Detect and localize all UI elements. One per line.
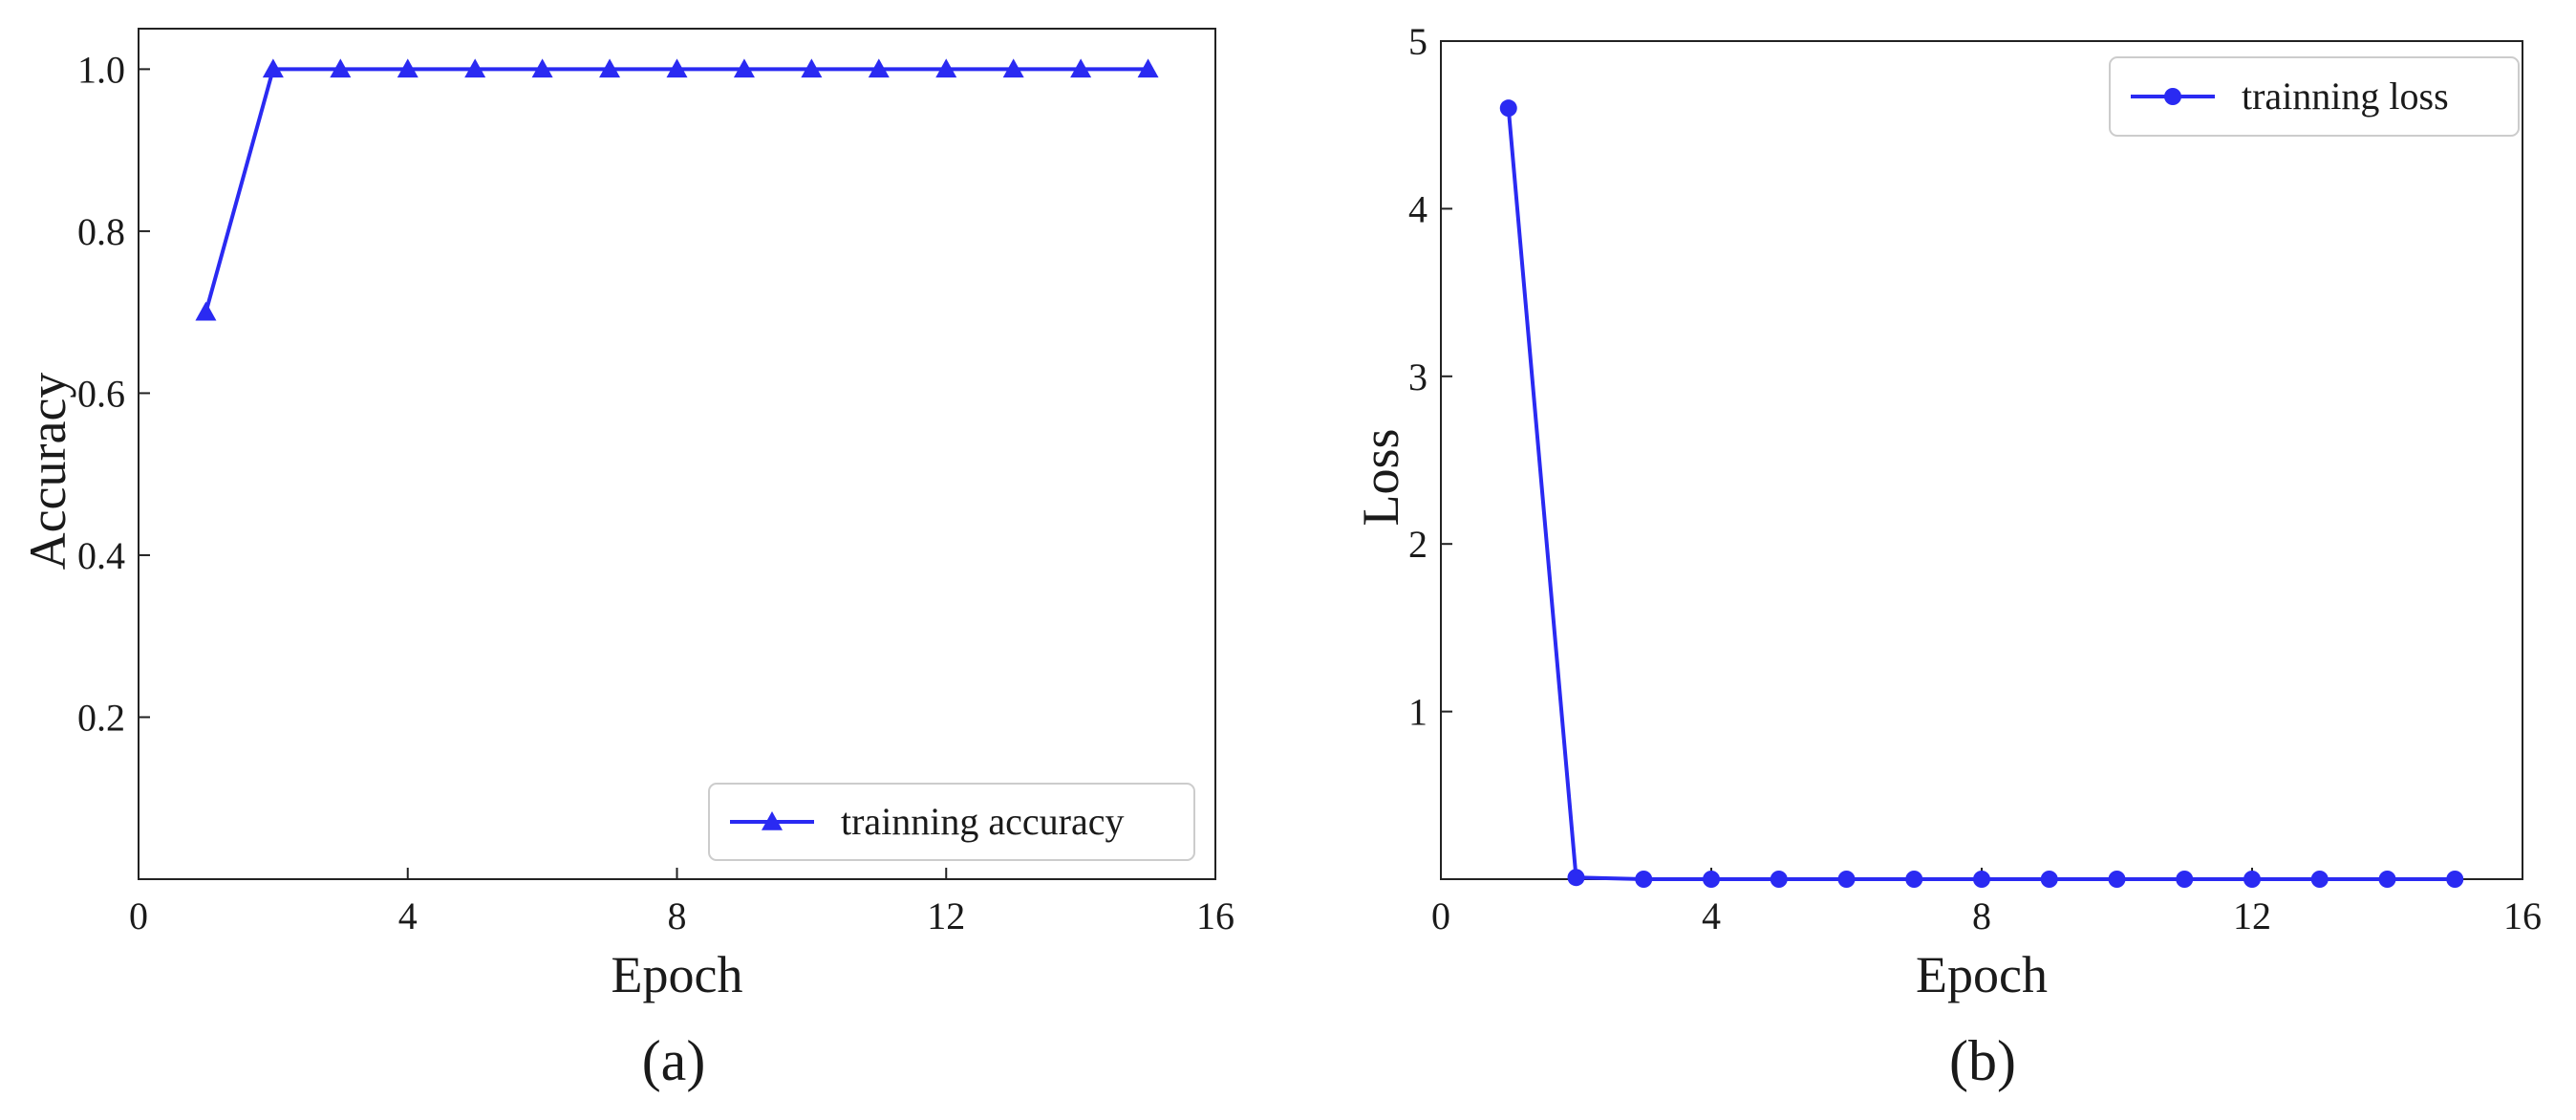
y-axis-label: Loss [1352, 428, 1409, 526]
data-point-triangle [733, 58, 755, 78]
data-point-circle [1635, 871, 1653, 888]
plot-frame [138, 28, 1216, 880]
data-point-triangle [1070, 58, 1092, 78]
plot-frame [1440, 40, 2523, 880]
legend-box [2109, 56, 2520, 137]
data-point-circle [2310, 871, 2329, 888]
data-point-circle [2243, 871, 2261, 888]
data-point-triangle [801, 58, 823, 78]
y-tick-label: 4 [1408, 187, 1428, 230]
data-point-triangle [666, 58, 688, 78]
data-point-triangle [464, 58, 486, 78]
x-tick-label: 8 [1972, 894, 1991, 937]
y-tick-label: 1.0 [77, 48, 125, 91]
x-tick-label: 12 [927, 894, 965, 937]
y-axis-label: Accuracy [19, 373, 76, 571]
data-point-circle [1770, 871, 1788, 888]
data-point-circle [1905, 871, 1923, 888]
y-tick-label: 1 [1408, 691, 1428, 734]
x-tick-label: 16 [2503, 894, 2542, 937]
x-tick-label: 4 [398, 894, 418, 937]
data-point-circle [1837, 871, 1856, 888]
data-point-triangle [195, 301, 217, 321]
x-tick-label: 4 [1702, 894, 1721, 937]
y-tick-label: 3 [1408, 355, 1428, 398]
chart-caption: (a) [642, 1029, 706, 1092]
data-point-triangle [1137, 58, 1159, 78]
chart-accuracy: 0 4 8 12 16 0.2 0.4 0.6 0.8 1.0 Epoch Accuracy (a) tr… [19, 28, 1234, 1092]
data-point-circle [2108, 871, 2126, 888]
y-tick-label: 0.6 [77, 372, 125, 415]
series-line [1506, 107, 2456, 881]
data-point-circle [2176, 871, 2194, 888]
x-tick-label: 0 [129, 894, 148, 937]
x-tick-label: 16 [1196, 894, 1234, 937]
series-line [204, 67, 1148, 313]
data-point-triangle [262, 58, 284, 78]
data-point-circle [1499, 99, 1517, 118]
data-point-triangle [868, 58, 890, 78]
legend-label: trainning accuracy [841, 800, 1125, 843]
data-point-circle [2040, 871, 2058, 888]
y-tick-label: 0.2 [77, 696, 125, 739]
x-axis-label: Epoch [1916, 946, 2048, 1003]
data-point-triangle [1002, 58, 1024, 78]
x-axis-label: Epoch [612, 946, 743, 1003]
x-tick-label: 12 [2233, 894, 2271, 937]
chart-caption: (b) [1949, 1029, 2016, 1092]
data-point-circle [1567, 869, 1585, 887]
data-point-circle [1703, 871, 1720, 888]
data-point-triangle [330, 58, 352, 78]
x-tick-label: 0 [1431, 894, 1450, 937]
y-tick-label: 0.4 [77, 534, 125, 577]
data-point-triangle [397, 58, 419, 78]
data-point-circle [2378, 871, 2396, 888]
legend-label: trainning loss [2242, 75, 2449, 118]
x-tick-label: 8 [668, 894, 687, 937]
legend-box [708, 783, 1195, 861]
y-tick-label: 0.8 [77, 210, 125, 253]
legend-marker-circle [2164, 88, 2181, 105]
y-tick-label: 5 [1408, 20, 1428, 63]
data-point-triangle [935, 58, 957, 78]
data-point-circle [1973, 871, 1990, 888]
legend-marker-triangle [762, 811, 783, 830]
data-point-triangle [599, 58, 621, 78]
y-tick-label: 2 [1408, 523, 1428, 566]
data-point-triangle [531, 58, 553, 78]
data-point-circle [2446, 871, 2464, 888]
